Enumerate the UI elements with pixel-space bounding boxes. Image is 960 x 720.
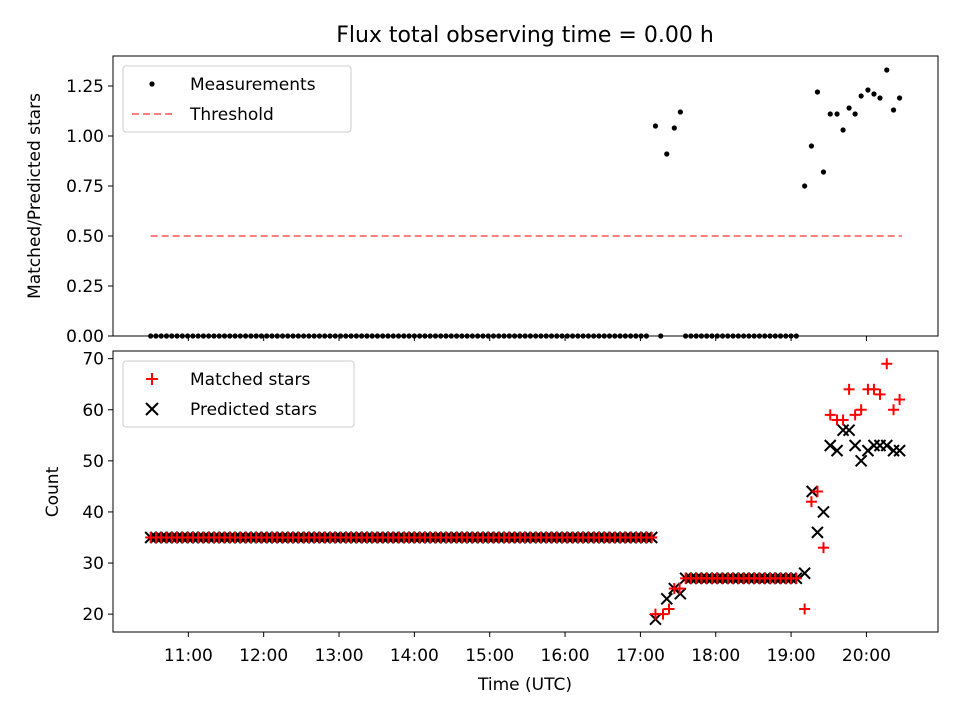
bottom-y-tick-label: 40 — [82, 503, 104, 523]
matched-star-point — [824, 409, 836, 421]
bottom-x-tick-label: 20:00 — [842, 646, 891, 666]
measurement-point — [840, 127, 846, 133]
bottom-y-axis-label: Count — [43, 466, 63, 517]
measurement-point — [834, 111, 840, 117]
measurement-point — [827, 111, 833, 117]
bottom-y-tick-label: 20 — [82, 605, 104, 625]
bottom-x-tick-label: 12:00 — [239, 646, 288, 666]
bottom-x-tick-label: 14:00 — [390, 646, 439, 666]
measurement-point — [814, 89, 821, 95]
predicted-star-point — [660, 592, 673, 605]
predicted-star-point — [854, 454, 868, 468]
bottom-plot-frame — [112, 350, 939, 633]
predicted-star-point — [824, 439, 837, 452]
measurement-point — [865, 87, 871, 93]
matched-star-point — [657, 608, 669, 620]
matched-star-point — [837, 414, 849, 426]
measurement-point — [671, 125, 677, 131]
top-y-tick-label: 1.00 — [66, 127, 104, 147]
matched-star-point — [646, 531, 658, 543]
matched-star-point — [849, 409, 861, 421]
measurement-point — [808, 143, 815, 149]
top-y-tick-label: 1.25 — [66, 77, 104, 97]
predicted-star-point — [798, 567, 811, 580]
measurement-point — [858, 93, 864, 99]
matched-star-point — [663, 603, 675, 615]
measurement-point — [846, 105, 852, 111]
matched-star-point — [805, 496, 817, 508]
top-y-tick-label: 0.00 — [66, 327, 104, 347]
measurement-point — [677, 109, 683, 115]
legend-label-measurements: Measurements — [190, 75, 316, 95]
measurement-point — [877, 95, 883, 101]
matched-star-point — [888, 404, 900, 416]
predicted-star-point — [842, 423, 856, 437]
matched-star-point — [843, 383, 855, 395]
legend-marker-measurements — [149, 81, 155, 87]
top-y-tick-label: 0.50 — [66, 227, 104, 247]
bottom-x-tick-label: 13:00 — [315, 646, 364, 666]
measurement-point — [884, 67, 890, 73]
matched-star-point — [855, 404, 867, 416]
measurement-point — [890, 107, 897, 113]
measurement-point — [664, 151, 670, 157]
predicted-star-point — [830, 444, 844, 457]
top-y-tick-label: 0.75 — [66, 177, 104, 197]
measurement-point — [896, 95, 903, 101]
predicted-star-point — [811, 526, 824, 539]
measurement-point — [802, 183, 808, 189]
bottom-legend: Matched stars Predicted stars — [122, 360, 355, 428]
top-y-axis-label: Matched/Predicted stars — [25, 93, 45, 299]
top-legend: Measurements Threshold — [122, 65, 352, 133]
top-chart-title: Flux total observing time = 0.00 h — [336, 23, 714, 48]
matched-star-point — [811, 486, 823, 497]
bottom-x-tick-label: 18:00 — [691, 646, 740, 666]
matched-star-point — [874, 388, 886, 400]
legend-marker-predicted — [145, 402, 159, 416]
bottom-x-tick-label: 17:00 — [616, 646, 665, 666]
top-y-tick-label: 0.25 — [66, 277, 104, 297]
top-plot-frame — [112, 55, 939, 337]
matched-star-point — [674, 583, 686, 595]
legend-label-predicted: Predicted stars — [190, 400, 317, 420]
measurement-point — [820, 169, 827, 175]
bottom-y-tick-label: 50 — [82, 452, 104, 472]
bottom-x-tick-label: 11:00 — [164, 646, 213, 666]
matched-star-point — [817, 542, 829, 554]
bottom-x-tick-label: 19:00 — [767, 646, 816, 666]
bottom-x-tick-label: 15:00 — [465, 646, 514, 666]
bottom-x-axis-label: Time (UTC) — [477, 675, 572, 695]
predicted-star-point — [893, 444, 906, 457]
measurement-point — [871, 91, 877, 97]
bottom-y-tick-label: 30 — [82, 554, 104, 574]
predicted-star-point — [880, 439, 893, 452]
predicted-star-point — [848, 439, 862, 452]
legend-label-matched: Matched stars — [190, 370, 310, 390]
bottom-y-tick-label: 70 — [82, 350, 104, 370]
measurement-point — [852, 111, 858, 117]
matched-star-point — [881, 358, 893, 370]
measurement-point — [652, 123, 659, 129]
legend-marker-matched — [146, 373, 158, 385]
bottom-x-tick-label: 16:00 — [541, 646, 590, 666]
predicted-star-point — [817, 505, 830, 519]
matched-star-point — [790, 572, 802, 584]
matched-star-point — [894, 394, 906, 406]
matched-star-point — [799, 603, 811, 615]
bottom-y-tick-label: 60 — [82, 401, 104, 421]
matched-star-point — [868, 383, 880, 395]
legend-label-threshold: Threshold — [189, 105, 274, 125]
